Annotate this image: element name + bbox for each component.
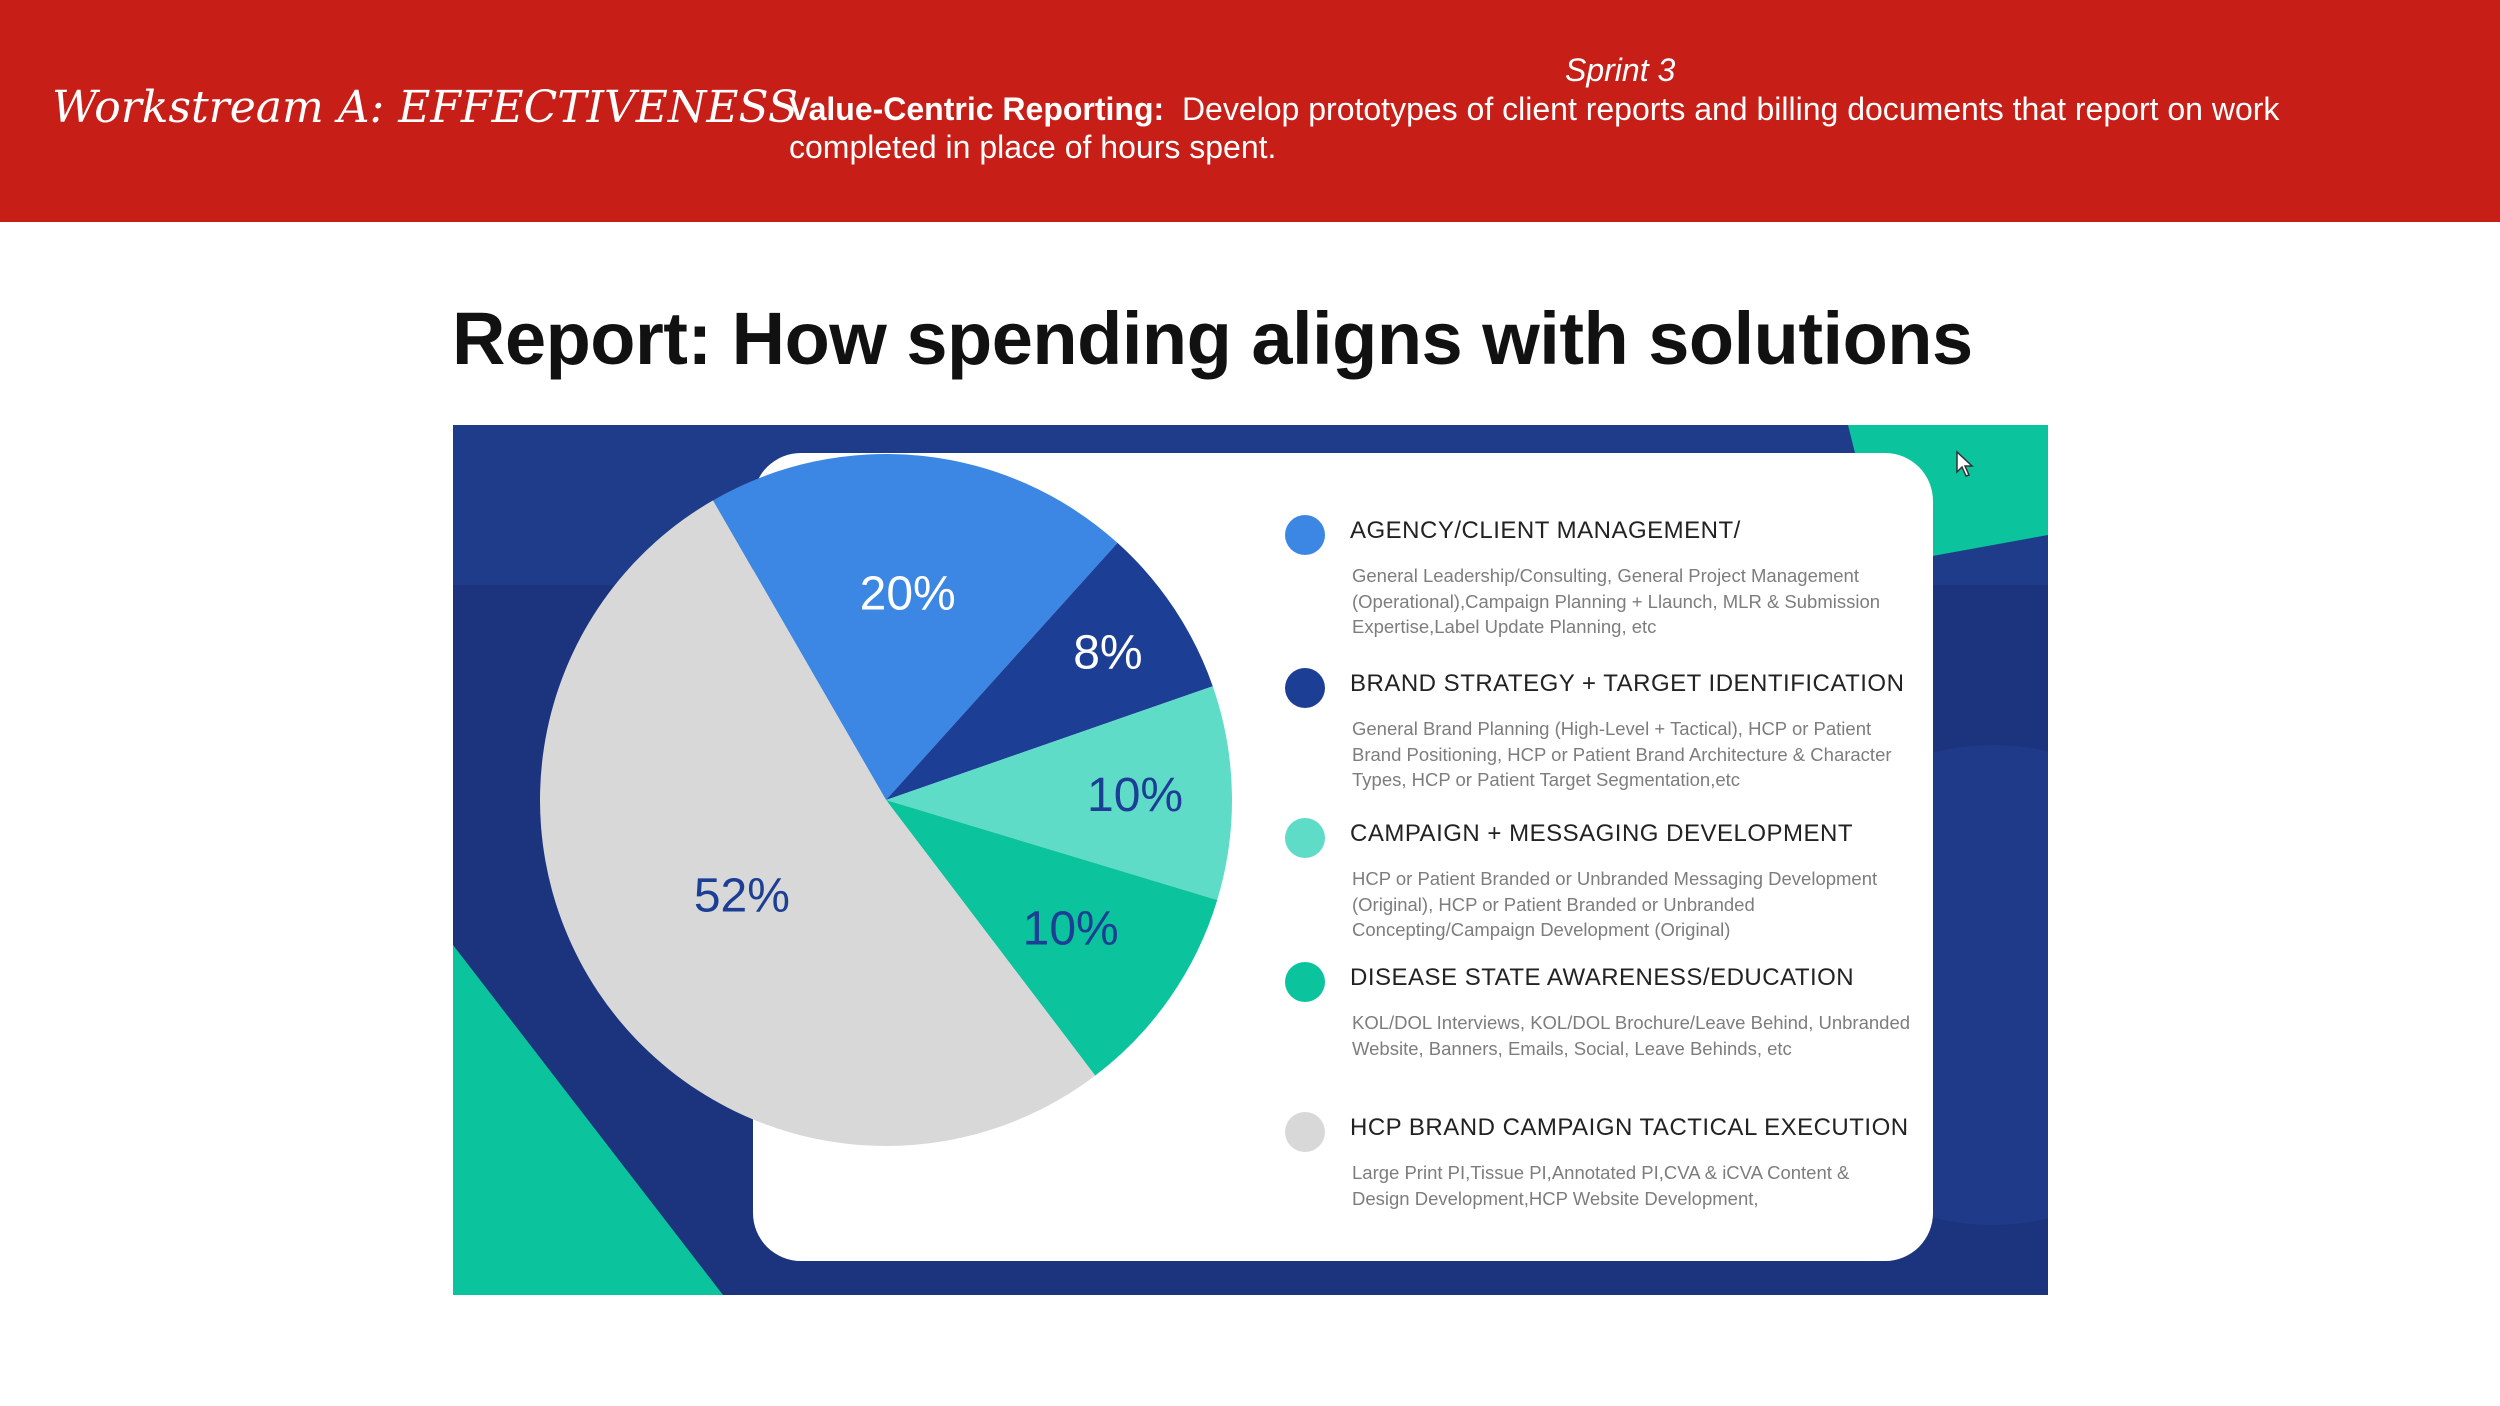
legend-description: HCP or Patient Branded or Unbranded Mess… xyxy=(1352,868,1878,940)
legend-description: KOL/DOL Interviews, KOL/DOL Brochure/Lea… xyxy=(1352,1012,1911,1059)
value-label: Value-Centric Reporting: xyxy=(789,91,1165,127)
pie-slice xyxy=(540,500,1096,1146)
legend-description: General Brand Planning (High-Level + Tac… xyxy=(1352,718,1892,790)
legend-title: CAMPAIGN + MESSAGING DEVELOPMENT xyxy=(1350,820,1853,847)
legend-dot xyxy=(1285,818,1325,858)
legend-description: General Leadership/Consulting, General P… xyxy=(1352,565,1881,637)
slice-label: 8% xyxy=(1073,627,1142,680)
header-bar: Workstream A: EFFECTIVENESS Sprint 3 Val… xyxy=(0,0,2500,222)
pie-chart: 20% 8% 10% 10% 52% xyxy=(540,454,1232,1146)
legend-dot xyxy=(1285,515,1325,555)
slice-label: 10% xyxy=(1087,769,1183,822)
pie-slice xyxy=(886,686,1232,901)
report-title: Report: How spending aligns with solutio… xyxy=(452,297,1973,380)
legend-title: HCP BRAND CAMPAIGN TACTICAL EXECUTION xyxy=(1350,1114,1909,1141)
legend-title: BRAND STRATEGY + TARGET IDENTIFICATION xyxy=(1350,670,1905,697)
pie-slice xyxy=(886,542,1213,800)
value-description: Value-Centric Reporting: Develop prototy… xyxy=(789,90,2349,166)
slice-label: 52% xyxy=(694,870,790,923)
legend-dot xyxy=(1285,962,1325,1002)
slice-label: 20% xyxy=(860,568,956,621)
legend-title: DISEASE STATE AWARENESS/EDUCATION xyxy=(1350,964,1855,991)
legend-title: AGENCY/CLIENT MANAGEMENT/ xyxy=(1350,517,1741,544)
sprint-label: Sprint 3 xyxy=(1565,52,1676,88)
value-text: Develop prototypes of client reports and… xyxy=(789,91,2280,165)
legend-description: Large Print PI,Tissue PI,Annotated PI,CV… xyxy=(1352,1162,1850,1209)
pie-slice xyxy=(886,800,1218,1076)
teal-corner-shape xyxy=(453,945,723,1295)
chart-image: 20% 8% 10% 10% 52% xyxy=(453,425,2048,1295)
pie-slice xyxy=(713,454,1118,800)
workstream-title: Workstream A: EFFECTIVENESS xyxy=(52,82,799,133)
mouse-cursor-icon xyxy=(1956,450,1974,477)
legend-dot xyxy=(1285,1112,1325,1152)
legend-dot xyxy=(1285,668,1325,708)
slice-label: 10% xyxy=(1023,902,1119,955)
